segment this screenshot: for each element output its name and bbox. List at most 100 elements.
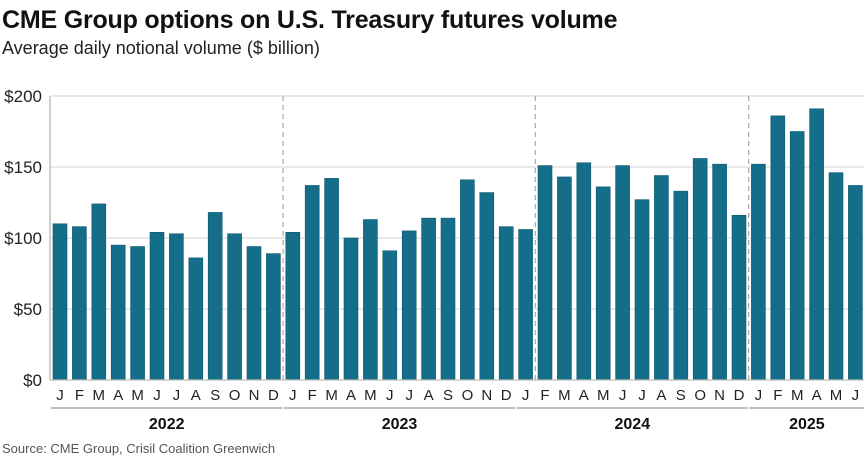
x-tick-label: J (755, 387, 763, 404)
x-tick-label: J (153, 387, 161, 404)
x-tick-label: A (346, 387, 356, 404)
bar (149, 232, 165, 381)
x-tick-label: F (75, 387, 84, 404)
axes (49, 96, 864, 409)
bar (731, 214, 747, 381)
x-tick-label: J (852, 387, 860, 404)
bar (266, 253, 281, 381)
bar (537, 165, 553, 381)
bar (130, 246, 145, 381)
x-tick-label: D (268, 387, 279, 404)
y-tick-label: $50 (14, 300, 42, 319)
x-tick-label: O (694, 387, 706, 404)
bar (712, 163, 727, 381)
bar (692, 158, 708, 381)
x-tick-label: J (56, 387, 64, 404)
x-tick-label: J (289, 387, 297, 404)
year-label: 2022 (149, 416, 185, 433)
x-tick-label: O (462, 387, 474, 404)
bar (518, 229, 533, 381)
x-tick-label: F (308, 387, 317, 404)
bar (479, 192, 495, 381)
bar (498, 226, 514, 381)
x-tick-label: A (812, 387, 822, 404)
x-tick-label: N (714, 387, 725, 404)
bar (304, 185, 320, 381)
bar (421, 217, 436, 381)
y-tick-label: $150 (4, 158, 42, 177)
bar (634, 199, 650, 381)
x-tick-label: D (734, 387, 745, 404)
bar (324, 178, 339, 381)
bar (363, 219, 378, 381)
x-tick-label: A (191, 387, 201, 404)
x-tick-label: J (173, 387, 181, 404)
x-tick-label: N (249, 387, 260, 404)
x-tick-label: S (443, 387, 453, 404)
bar (227, 233, 242, 381)
bar (382, 250, 398, 381)
x-tick-label: M (131, 387, 144, 404)
x-tick-label: A (113, 387, 123, 404)
bar (828, 172, 844, 381)
bar (751, 163, 766, 381)
bar (848, 185, 863, 381)
chart-subtitle: Average daily notional volume ($ billion… (2, 38, 320, 58)
y-tick-label: $0 (23, 371, 42, 390)
bar (440, 217, 456, 381)
bars (52, 108, 863, 381)
y-tick-label: $200 (4, 87, 42, 106)
bar (169, 233, 184, 381)
x-tick-label: S (676, 387, 686, 404)
bar (72, 226, 87, 381)
year-label: 2023 (382, 416, 418, 433)
x-tick-label: F (540, 387, 549, 404)
bar (188, 257, 204, 381)
x-tick-label: J (619, 387, 627, 404)
x-tick-label: M (558, 387, 571, 404)
x-tick-label: J (405, 387, 413, 404)
chart-title: CME Group options on U.S. Treasury futur… (2, 6, 618, 34)
bar (401, 230, 417, 381)
bar (246, 246, 262, 381)
x-tick-label: A (424, 387, 434, 404)
x-tick-label: F (773, 387, 782, 404)
bar (615, 165, 630, 381)
bar (110, 244, 126, 381)
bar (595, 186, 611, 381)
x-tick-label: O (229, 387, 241, 404)
x-tick-label: N (481, 387, 492, 404)
gridlines (50, 95, 864, 310)
bar (557, 176, 572, 381)
bar (285, 232, 301, 381)
x-tick-label: J (638, 387, 646, 404)
bar (654, 175, 669, 381)
year-separators (282, 96, 750, 380)
x-tick-label: J (386, 387, 394, 404)
bar (91, 203, 107, 381)
x-tick-label: M (791, 387, 804, 404)
x-tick-label: S (210, 387, 220, 404)
bar (460, 179, 475, 381)
x-tick-label: M (325, 387, 338, 404)
bar (52, 223, 68, 381)
bar (770, 115, 786, 381)
x-tick-label: A (656, 387, 666, 404)
year-label: 2024 (615, 416, 651, 433)
x-tick-label: M (364, 387, 377, 404)
x-tick-label: A (579, 387, 589, 404)
source-note: Source: CME Group, Crisil Coalition Gree… (2, 441, 276, 456)
year-label: 2025 (789, 416, 825, 433)
bar (789, 131, 805, 381)
bar (809, 108, 824, 381)
bar (343, 237, 359, 381)
x-tick-label: J (522, 387, 530, 404)
bar (673, 190, 689, 381)
bar (207, 212, 223, 381)
x-tick-label: D (501, 387, 512, 404)
x-tick-label: M (597, 387, 610, 404)
bar (576, 162, 592, 381)
x-tick-label: M (93, 387, 106, 404)
